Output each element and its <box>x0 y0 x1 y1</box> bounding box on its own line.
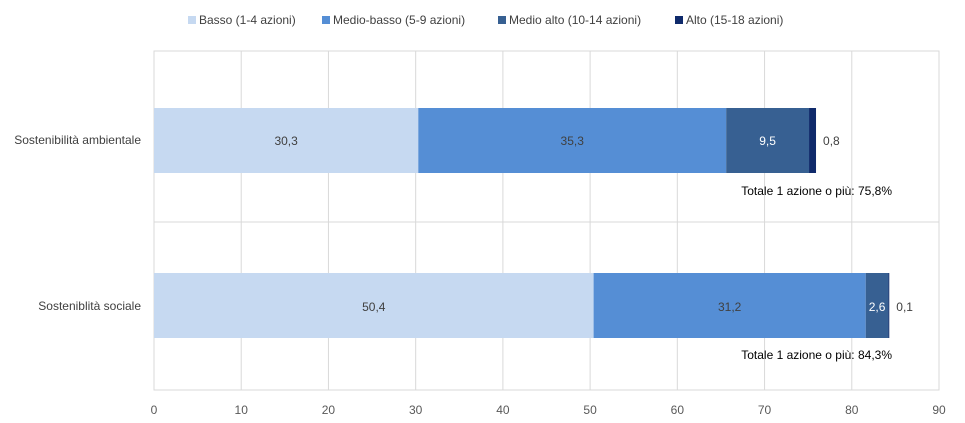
category-label: Sosteniblità sociale <box>38 299 141 313</box>
x-tick-label: 70 <box>758 403 772 417</box>
bar-segment <box>865 273 889 338</box>
data-label: 31,2 <box>718 300 742 314</box>
data-label: 2,6 <box>869 300 886 314</box>
data-label: 50,4 <box>362 300 386 314</box>
legend-label: Medio-basso (5-9 azioni) <box>333 13 465 27</box>
bar-segment <box>888 273 890 338</box>
category-label: Sostenibilità ambientale <box>14 133 141 147</box>
total-annotation: Totale 1 azione o più: 84,3% <box>741 348 892 362</box>
x-tick-label: 30 <box>409 403 423 417</box>
total-annotation: Totale 1 azione o più: 75,8% <box>741 184 892 198</box>
legend-swatch <box>675 16 683 24</box>
x-tick-label: 50 <box>583 403 597 417</box>
plot-area-border <box>153 50 940 391</box>
legend-swatch <box>322 16 330 24</box>
category-labels: Sostenibilità ambientale Sosteniblità soc… <box>14 133 141 313</box>
x-tick-label: 60 <box>671 403 685 417</box>
x-tick-label: 10 <box>235 403 249 417</box>
data-label: 0,1 <box>896 300 913 314</box>
x-axis-ticks: 0 10 20 30 40 50 60 70 80 90 <box>151 403 946 417</box>
x-tick-label: 0 <box>151 403 158 417</box>
bar-segment <box>154 108 419 173</box>
x-tick-label: 80 <box>845 403 859 417</box>
legend-swatch <box>498 16 506 24</box>
legend-swatch <box>188 16 196 24</box>
x-tick-label: 90 <box>932 403 946 417</box>
legend-label: Basso (1-4 azioni) <box>199 13 296 27</box>
data-label: 0,8 <box>823 134 840 148</box>
data-label: 9,5 <box>759 134 776 148</box>
data-label: 35,3 <box>561 134 585 148</box>
bar-segment <box>726 108 810 173</box>
gridlines <box>154 51 939 390</box>
data-label: 30,3 <box>274 134 298 148</box>
bar-segment <box>809 108 817 173</box>
legend-label: Alto (15-18 azioni) <box>686 13 783 27</box>
x-tick-label: 20 <box>322 403 336 417</box>
bar-segment <box>154 273 594 338</box>
legend-label: Medio alto (10-14 azioni) <box>509 13 641 27</box>
bar-segment <box>593 273 866 338</box>
bars: 30,3 35,3 9,5 0,8 Totale 1 azione o più: 75,… <box>154 108 913 362</box>
bar-segment <box>418 108 727 173</box>
legend: Basso (1-4 azioni) Medio-basso (5-9 azion… <box>188 13 783 27</box>
x-tick-label: 40 <box>496 403 510 417</box>
